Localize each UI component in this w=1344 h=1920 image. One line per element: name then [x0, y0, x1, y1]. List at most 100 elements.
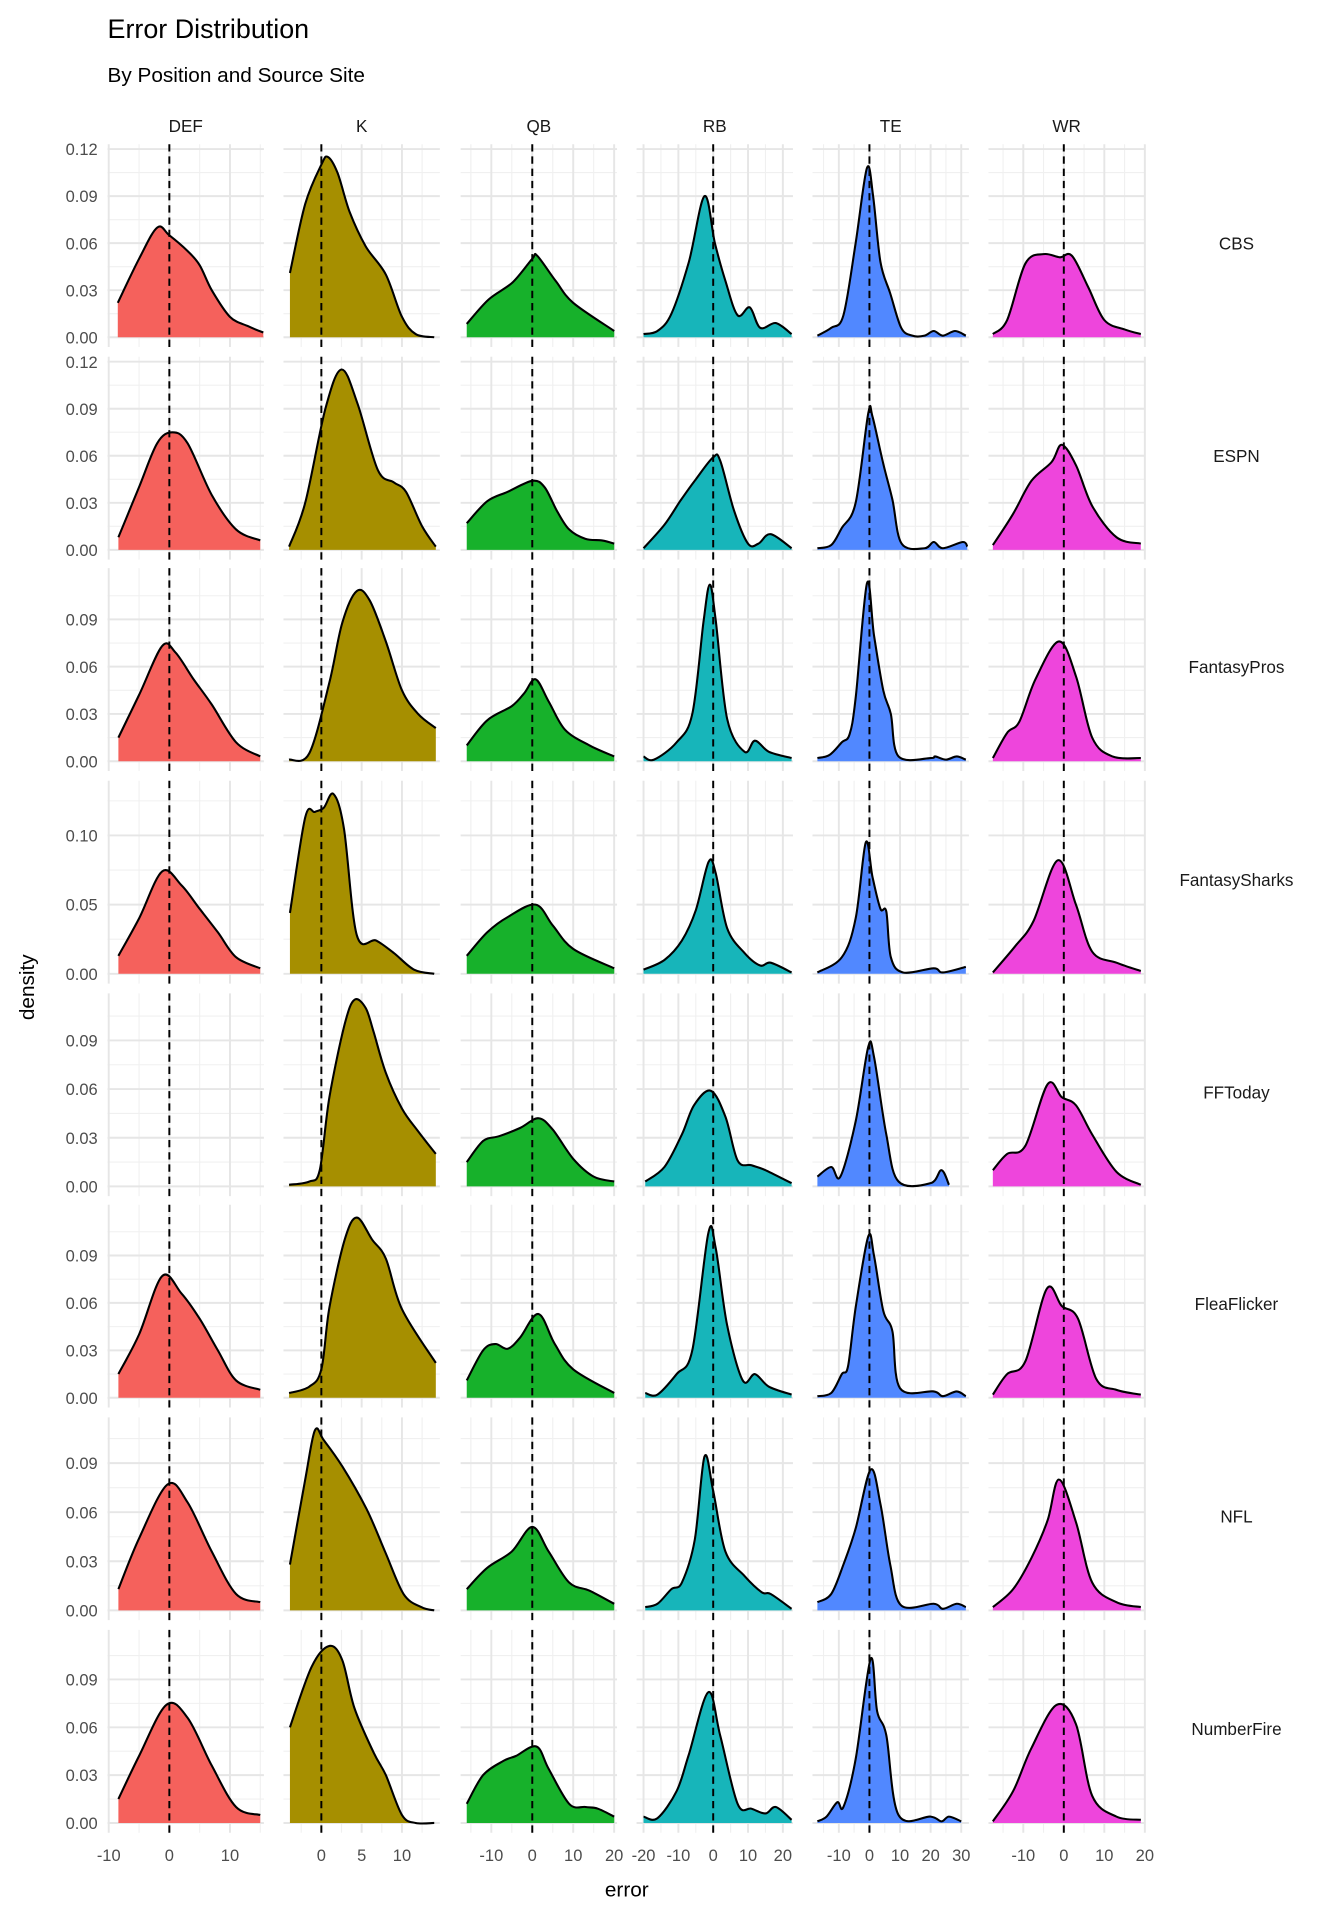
chart-subtitle: By Position and Source Site	[108, 64, 365, 87]
density-area	[817, 841, 966, 974]
y-tick-label: 0.00	[66, 329, 98, 347]
density-curve	[644, 1225, 792, 1397]
panel-QB-ESPN	[460, 356, 618, 560]
density-area	[289, 156, 435, 338]
y-tick-label: 0.06	[66, 1719, 98, 1737]
density-area	[289, 1428, 435, 1611]
panel-WR-FFToday	[988, 993, 1146, 1197]
density-curve	[117, 1273, 261, 1391]
density-area	[992, 1286, 1141, 1398]
panel-K-NumberFire	[283, 1629, 440, 1833]
density-curve	[643, 1691, 793, 1821]
panel-DEF-FantasySharks	[107, 780, 264, 984]
y-tick-label: 0.03	[66, 282, 98, 300]
density-area	[817, 1233, 966, 1398]
density-curve	[816, 165, 967, 338]
y-axis-label: density	[16, 954, 39, 1020]
density-area	[992, 1082, 1141, 1187]
density-area	[992, 1703, 1141, 1823]
y-tick-label: 0.03	[66, 1130, 98, 1148]
density-area	[992, 444, 1141, 550]
column-strip-label: WR	[1052, 117, 1080, 136]
y-tick-label: 0.09	[66, 611, 98, 629]
panel-TE-FFToday	[812, 993, 969, 1197]
x-tick-label: 0	[709, 1847, 718, 1865]
density-curve	[117, 431, 261, 542]
density-area	[817, 1657, 962, 1823]
density-area	[289, 793, 435, 974]
y-tick-label: 0.05	[66, 897, 98, 915]
y-tick-label: 0.03	[66, 1342, 98, 1360]
row-strip-label: NFL	[1220, 1507, 1252, 1526]
panel-QB-FantasyPros	[460, 568, 618, 771]
x-tick-label: -10	[97, 1847, 121, 1865]
row-strip-label: NumberFire	[1191, 1720, 1281, 1739]
panel-QB-FFToday	[460, 993, 618, 1197]
x-tick-label: -10	[1011, 1847, 1035, 1865]
density-area	[289, 369, 436, 550]
x-tick-label: 20	[774, 1847, 792, 1865]
density-area	[643, 859, 792, 974]
density-curve	[644, 1089, 793, 1185]
density-area	[466, 679, 615, 762]
panel-TE-ESPN	[812, 356, 969, 560]
y-tick-label: 0.00	[66, 966, 98, 984]
density-area	[643, 584, 792, 762]
column-strip-label: DEF	[169, 117, 203, 136]
panel-DEF-FFToday	[107, 993, 264, 1197]
panel-K-NFL	[283, 1417, 440, 1621]
x-tick-label: -20	[632, 1847, 656, 1865]
panel-WR-FantasyPros	[988, 568, 1146, 771]
y-tick-label: 0.09	[66, 1672, 98, 1690]
panel-RB-CBS	[636, 144, 793, 348]
panel-QB-FantasySharks	[460, 780, 618, 984]
panel-WR-CBS	[988, 144, 1146, 348]
density-curve	[816, 1040, 950, 1188]
panel-TE-FleaFlicker	[812, 1204, 969, 1408]
y-tick-label: 0.12	[66, 141, 98, 159]
x-tick-label: -10	[827, 1847, 851, 1865]
density-curve	[816, 1468, 967, 1610]
density-curve	[288, 155, 435, 339]
density-area	[118, 870, 261, 974]
panel-QB-CBS	[460, 144, 618, 348]
y-tick-label: 0.00	[66, 1815, 98, 1833]
panel-DEF-FleaFlicker	[107, 1204, 264, 1408]
density-curve	[465, 1745, 615, 1818]
y-tick-label: 0.12	[66, 354, 98, 372]
density-area	[466, 904, 615, 974]
x-tick-label: 10	[393, 1847, 411, 1865]
y-tick-label: 0.10	[66, 828, 98, 846]
column-strip-label: K	[356, 117, 368, 136]
density-curve	[465, 252, 615, 332]
density-curve	[288, 368, 437, 548]
density-area	[466, 1746, 615, 1823]
density-curve	[643, 858, 793, 974]
density-area	[992, 860, 1141, 974]
panel-WR-ESPN	[988, 356, 1146, 560]
density-area	[466, 1313, 615, 1398]
y-tick-label: 0.06	[66, 1081, 98, 1099]
y-tick-label: 0.00	[66, 542, 98, 560]
panel-RB-NFL	[636, 1417, 793, 1621]
density-curve	[288, 998, 437, 1186]
y-tick-label: 0.06	[66, 1295, 98, 1313]
density-area	[466, 1526, 615, 1611]
density-area	[289, 1645, 435, 1824]
x-tick-label: 10	[891, 1847, 909, 1865]
density-curve	[465, 678, 615, 758]
density-curve	[991, 443, 1142, 546]
panel-DEF-ESPN	[107, 356, 264, 560]
density-area	[289, 999, 436, 1187]
panel-WR-FleaFlicker	[988, 1204, 1146, 1408]
row-strip-label: FleaFlicker	[1195, 1295, 1279, 1314]
panel-RB-NumberFire	[636, 1629, 793, 1833]
density-curve	[116, 225, 264, 334]
density-curve	[992, 252, 1142, 336]
density-area	[645, 1455, 792, 1611]
x-tick-label: 20	[921, 1847, 939, 1865]
x-tick-label: 0	[1059, 1847, 1068, 1865]
density-area	[645, 1225, 792, 1398]
panel-DEF-NFL	[107, 1417, 264, 1621]
